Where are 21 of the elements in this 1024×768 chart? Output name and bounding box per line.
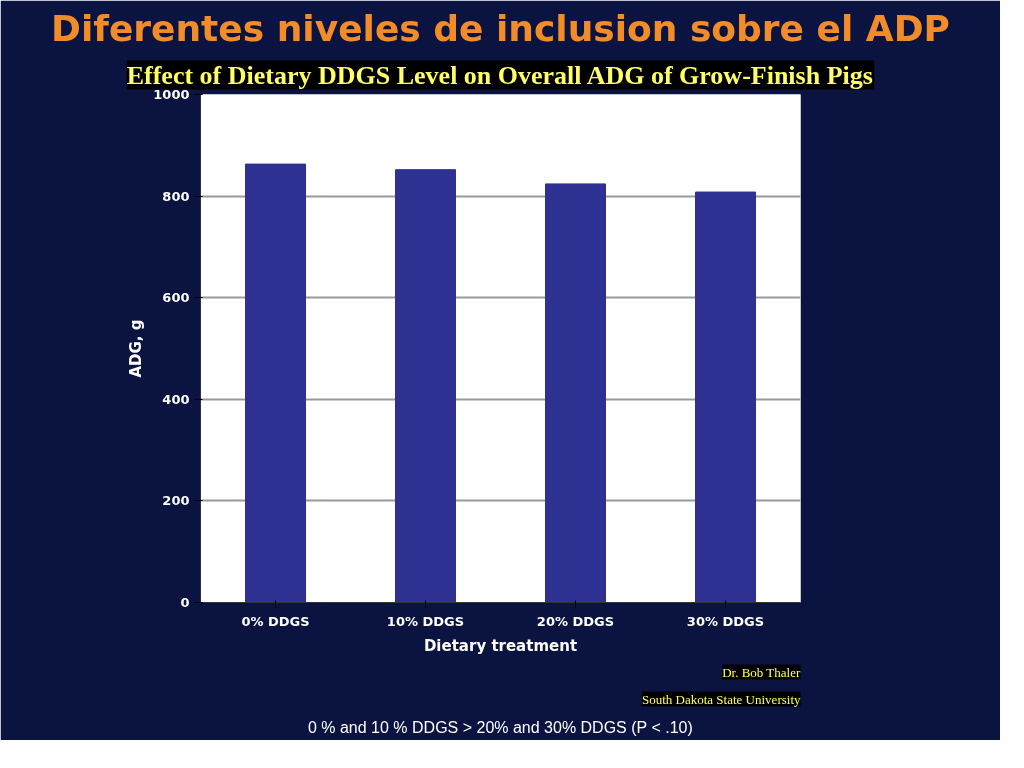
bar [395, 169, 456, 603]
chart-subtitle: Effect of Dietary DDGS Level on Overall ADG of Grow-Finish Pigs [126, 60, 873, 90]
bar [545, 183, 606, 603]
x-tick-label: 30% DDGS [686, 613, 765, 629]
text: South Dakota State University [641, 691, 801, 707]
y-tick-label: 800 [162, 188, 190, 204]
bar [695, 191, 756, 603]
y-tick-label: 200 [162, 493, 190, 509]
y-axis-title: ADG, g [127, 319, 146, 378]
text: 0 % and 10 % DDGS > 20% and 30% DDGS (P < .10) [307, 718, 693, 736]
y-tick-label: 0 [180, 595, 190, 610]
y-tick-label: 1000 [153, 87, 190, 102]
y-tick-label: 600 [162, 290, 190, 306]
x-tick-label: 10% DDGS [386, 613, 465, 629]
text: Dr. Bob Thaler [722, 664, 801, 680]
x-axis-title: Dietary treatment [423, 636, 578, 655]
bar [245, 163, 306, 603]
x-tick-label: 20% DDGS [536, 613, 615, 629]
chart-title: Diferentes niveles de inclusion sobre el ADP [51, 7, 950, 49]
y-tick-label: 400 [162, 391, 190, 407]
x-tick-label: 0% DDGS [241, 613, 310, 629]
